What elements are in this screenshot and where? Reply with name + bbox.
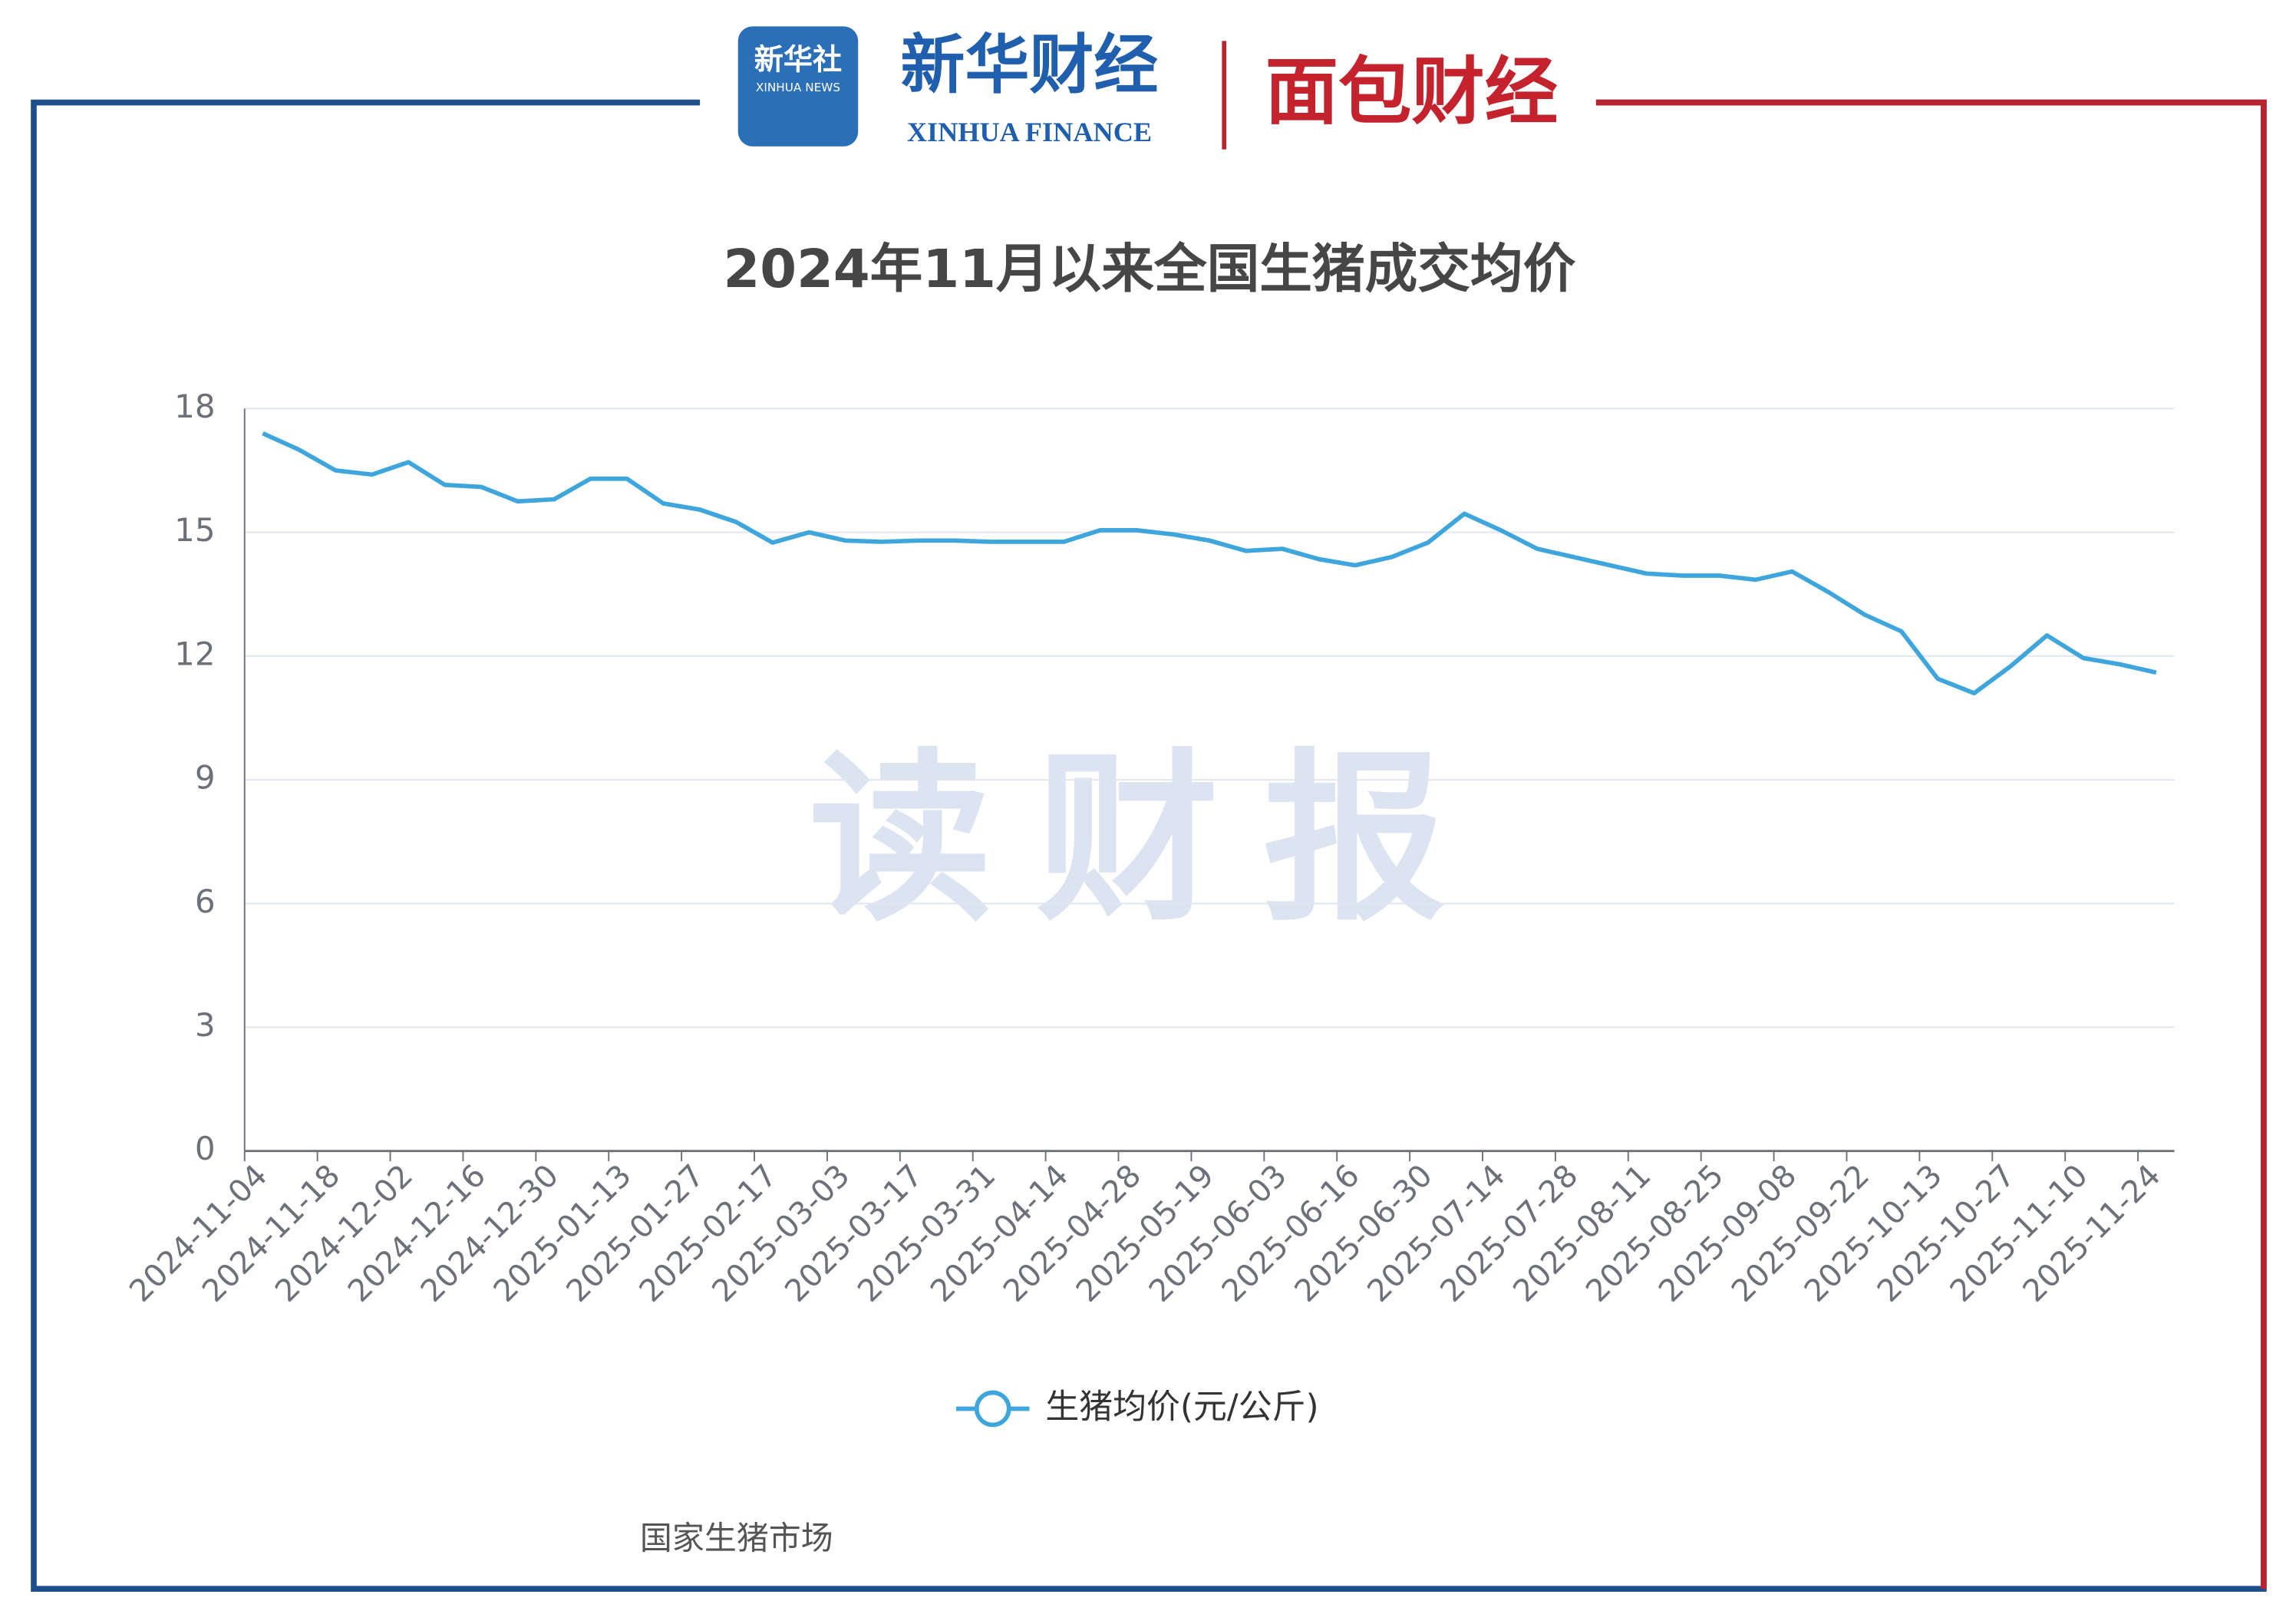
y-tick-label: 6 <box>195 883 216 920</box>
series-line <box>262 431 2157 696</box>
xinhua-logo <box>737 26 859 147</box>
y-tick-label: 12 <box>174 635 215 672</box>
chart-title: 2024年11月以来全国生猪成交均价 <box>724 239 1576 300</box>
legend-marker <box>974 1390 1011 1428</box>
logo-text: 新华社 <box>754 43 842 77</box>
y-tick-label: 9 <box>195 759 216 797</box>
watermark: 读财报 <box>809 734 1489 946</box>
frame-red <box>1595 99 2267 1589</box>
logo-text: XINHUA NEWS <box>756 81 840 94</box>
y-tick-label: 0 <box>195 1130 216 1167</box>
y-tick-label: 18 <box>174 388 215 425</box>
logo-text: XINHUA FINANCE <box>907 117 1152 147</box>
logo-text: 新华财经 <box>901 27 1159 103</box>
legend-label: 生猪均价(元/公斤) <box>1045 1388 1318 1427</box>
y-tick-label: 15 <box>174 511 215 549</box>
source: 国家生猪市场 <box>640 1520 833 1557</box>
y-tick-label: 3 <box>195 1006 216 1044</box>
logo-text: 面包财经 <box>1265 49 1559 134</box>
